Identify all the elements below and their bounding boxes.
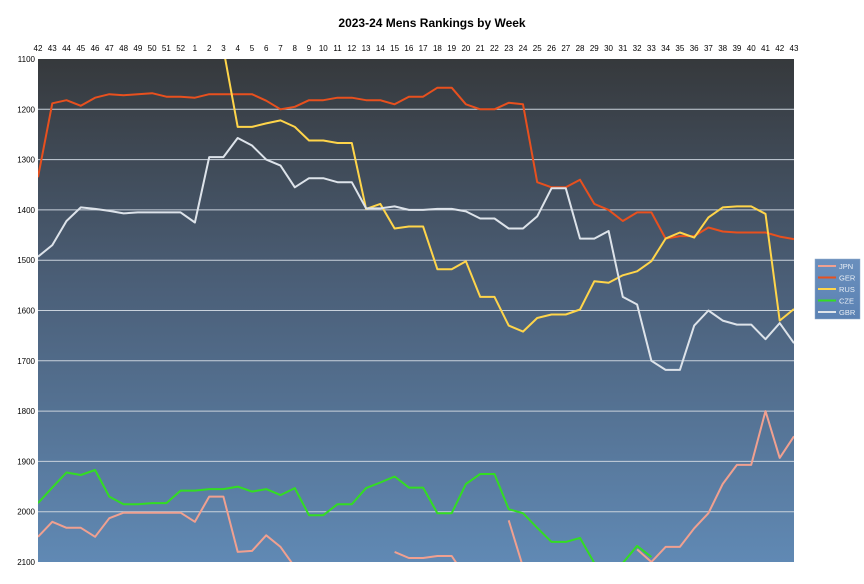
x-tick-label: 39: [732, 44, 741, 53]
x-tick-label: 41: [761, 44, 770, 53]
x-tick-label: 5: [250, 44, 255, 53]
x-tick-label: 3: [221, 44, 226, 53]
x-tick-label: 46: [91, 44, 100, 53]
x-tick-label: 9: [307, 44, 312, 53]
x-tick-label: 35: [675, 44, 684, 53]
x-tick-label: 33: [647, 44, 656, 53]
x-tick-label: 1: [193, 44, 198, 53]
x-tick-label: 10: [319, 44, 328, 53]
x-tick-label: 28: [576, 44, 585, 53]
legend: JPN GER RUS CZE GBR: [814, 258, 861, 320]
legend-label-cze: CZE: [839, 297, 854, 306]
x-tick-label: 34: [661, 44, 670, 53]
x-tick-label: 30: [604, 44, 613, 53]
y-tick-label: 1300: [17, 156, 35, 165]
series-line-gbr: [38, 137, 794, 371]
y-tick-label: 1800: [17, 407, 35, 416]
y-tick-label: 1900: [17, 457, 35, 466]
x-tick-label: 31: [618, 44, 627, 53]
series-line-rus: [224, 59, 794, 333]
y-tick-label: 1700: [17, 357, 35, 366]
x-tick-label: 26: [547, 44, 556, 53]
x-tick-label: 52: [176, 44, 185, 53]
y-tick-label: 1200: [17, 105, 35, 114]
y-axis-ticks: 1100 1200 1300 1400 1500 1600 1700 1800 1900 2000…: [17, 55, 35, 567]
x-tick-label: 20: [461, 44, 470, 53]
x-tick-label: 50: [148, 44, 157, 53]
x-tick-label: 47: [105, 44, 114, 53]
x-tick-label: 42: [34, 44, 43, 53]
x-tick-label: 19: [447, 44, 456, 53]
x-tick-label: 7: [278, 44, 283, 53]
x-axis-ticks: 42 43 44 45 46 47 48 49 50 51 52 1 2 3 4 5 6 7 8 9 10 11 12 13 1…: [34, 44, 799, 53]
y-tick-label: 1100: [18, 55, 36, 64]
y-tick-label: 2100: [17, 558, 35, 567]
x-tick-label: 27: [561, 44, 570, 53]
x-tick-label: 6: [264, 44, 269, 53]
x-tick-label: 14: [376, 44, 385, 53]
x-tick-label: 11: [333, 44, 342, 53]
legend-label-jpn: JPN: [839, 262, 853, 271]
x-tick-label: 4: [235, 44, 240, 53]
x-tick-label: 48: [119, 44, 128, 53]
x-tick-label: 12: [347, 44, 356, 53]
x-tick-label: 8: [293, 44, 298, 53]
legend-label-rus: RUS: [839, 285, 855, 294]
x-tick-label: 45: [76, 44, 85, 53]
series-lines: [38, 59, 794, 562]
x-tick-label: 22: [490, 44, 499, 53]
legend-label-ger: GER: [839, 274, 856, 283]
x-tick-label: 2: [207, 44, 212, 53]
chart-title: 2023-24 Mens Rankings by Week: [338, 16, 526, 30]
y-tick-label: 1600: [17, 307, 35, 316]
x-tick-label: 36: [690, 44, 699, 53]
x-tick-label: 51: [162, 44, 171, 53]
x-tick-label: 16: [404, 44, 413, 53]
series-line-jpn: [38, 410, 794, 562]
x-tick-label: 21: [476, 44, 485, 53]
y-tick-label: 1500: [17, 256, 35, 265]
x-tick-label: 43: [48, 44, 57, 53]
y-tick-label: 1400: [17, 206, 35, 215]
x-tick-label: 32: [633, 44, 642, 53]
series-line-cze: [38, 469, 653, 562]
y-tick-label: 2000: [17, 508, 35, 517]
x-tick-label: 38: [718, 44, 727, 53]
x-tick-label: 43: [790, 44, 799, 53]
x-tick-label: 15: [390, 44, 399, 53]
x-tick-label: 25: [533, 44, 542, 53]
x-tick-label: 18: [433, 44, 442, 53]
legend-label-gbr: GBR: [839, 308, 856, 317]
x-tick-label: 17: [419, 44, 428, 53]
x-tick-label: 29: [590, 44, 599, 53]
x-tick-label: 13: [362, 44, 371, 53]
x-tick-label: 23: [504, 44, 513, 53]
x-tick-label: 24: [519, 44, 528, 53]
x-tick-label: 40: [747, 44, 756, 53]
x-tick-label: 49: [133, 44, 142, 53]
x-tick-label: 37: [704, 44, 713, 53]
x-tick-label: 42: [775, 44, 784, 53]
x-tick-label: 44: [62, 44, 71, 53]
